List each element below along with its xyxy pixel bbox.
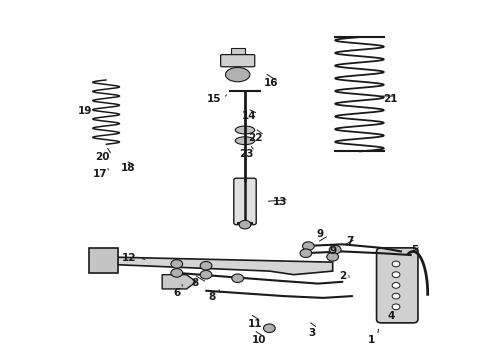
Text: 7: 7: [346, 236, 353, 246]
Ellipse shape: [235, 137, 255, 145]
Circle shape: [264, 324, 275, 333]
Text: 13: 13: [273, 197, 287, 207]
Text: 23: 23: [239, 149, 253, 159]
Text: 22: 22: [248, 133, 263, 143]
Text: 20: 20: [96, 152, 110, 162]
Text: 17: 17: [93, 168, 107, 179]
Circle shape: [392, 304, 400, 310]
Text: 8: 8: [192, 278, 199, 288]
FancyBboxPatch shape: [376, 248, 418, 323]
Circle shape: [300, 249, 312, 257]
Circle shape: [200, 270, 212, 279]
Circle shape: [171, 269, 183, 277]
Text: 15: 15: [207, 94, 221, 104]
Circle shape: [232, 274, 244, 283]
Text: 21: 21: [383, 94, 397, 104]
Circle shape: [392, 283, 400, 288]
Ellipse shape: [225, 67, 250, 82]
Text: 5: 5: [411, 245, 418, 255]
Circle shape: [171, 260, 183, 268]
FancyBboxPatch shape: [220, 55, 255, 67]
Text: 6: 6: [173, 288, 180, 297]
Polygon shape: [162, 275, 196, 289]
Text: 18: 18: [121, 163, 135, 173]
Text: 4: 4: [388, 311, 395, 321]
Text: 9: 9: [317, 229, 324, 239]
Text: 10: 10: [251, 335, 266, 345]
Text: 19: 19: [78, 107, 93, 116]
Text: 1: 1: [368, 335, 375, 345]
Circle shape: [302, 242, 314, 250]
Text: 14: 14: [242, 111, 256, 121]
FancyBboxPatch shape: [231, 48, 245, 56]
Circle shape: [392, 261, 400, 267]
Circle shape: [329, 246, 341, 254]
Circle shape: [200, 261, 212, 270]
Text: 8: 8: [208, 292, 216, 302]
Circle shape: [239, 220, 251, 229]
Circle shape: [392, 293, 400, 299]
Text: 9: 9: [329, 246, 336, 256]
Polygon shape: [99, 257, 333, 275]
Text: 12: 12: [122, 253, 136, 263]
Circle shape: [327, 252, 339, 261]
Text: 11: 11: [247, 319, 262, 329]
Ellipse shape: [235, 126, 255, 134]
Text: 2: 2: [339, 271, 346, 282]
Polygon shape: [89, 248, 118, 273]
FancyBboxPatch shape: [234, 178, 256, 225]
Circle shape: [392, 272, 400, 278]
Text: 16: 16: [264, 78, 278, 88]
Text: 3: 3: [309, 328, 316, 338]
